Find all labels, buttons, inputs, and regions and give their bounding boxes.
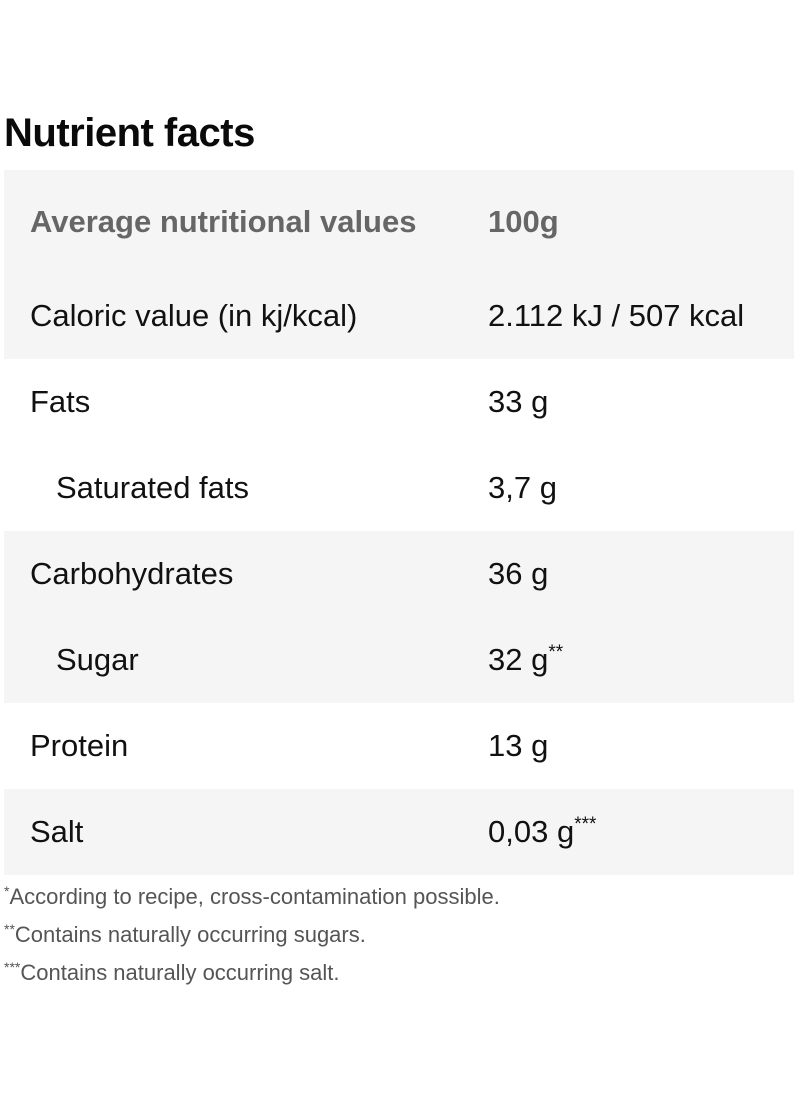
row-value: 13 g: [462, 728, 794, 764]
footnote-text: Contains naturally occurring salt.: [20, 960, 340, 985]
row-value: 33 g: [462, 384, 794, 420]
table-row-fats: Fats 33 g: [4, 359, 794, 445]
nutrition-table: Average nutritional values 100g Caloric …: [4, 170, 794, 875]
value-text: 33 g: [488, 384, 549, 419]
footnote-salt: ***Contains naturally occurring salt.: [4, 954, 794, 992]
table-row-saturated-fats: Saturated fats 3,7 g: [4, 445, 794, 531]
footnote-mark: **: [548, 642, 564, 663]
footnotes: *According to recipe, cross-contaminatio…: [4, 878, 794, 992]
table-row-carbohydrates: Carbohydrates 36 g: [4, 531, 794, 617]
value-text: 0,03 g: [488, 814, 575, 849]
row-value: 36 g: [462, 556, 794, 592]
footnote-mark: ***: [574, 814, 597, 835]
row-label: Saturated fats: [56, 470, 250, 505]
row-value: 0,03 g***: [462, 814, 794, 850]
row-value: 3,7 g: [462, 470, 794, 506]
table-row-caloric-value: Caloric value (in kj/kcal) 2.112 kJ / 50…: [4, 273, 794, 359]
footnote-mark: **: [4, 921, 15, 937]
footnote-text: According to recipe, cross-contamination…: [9, 884, 500, 909]
row-label: Protein: [30, 728, 129, 763]
header-value: 100g: [488, 203, 559, 239]
value-text: 36 g: [488, 556, 549, 591]
page-title: Nutrient facts: [4, 111, 255, 155]
table-row-sugar: Sugar 32 g**: [4, 617, 794, 703]
row-label: Sugar: [56, 642, 139, 677]
value-text: 13 g: [488, 728, 549, 763]
value-text: 3,7 g: [488, 470, 557, 505]
table-row-protein: Protein 13 g: [4, 703, 794, 789]
row-label: Carbohydrates: [30, 556, 234, 591]
footnote-mark: *: [4, 883, 10, 899]
row-value: 32 g**: [462, 642, 794, 678]
footnote-mark: ***: [4, 959, 21, 975]
footnote-text: Contains naturally occurring sugars.: [14, 922, 366, 947]
footnote-sugars: **Contains naturally occurring sugars.: [4, 916, 794, 954]
footnote-recipe: *According to recipe, cross-contaminatio…: [4, 878, 794, 916]
row-label: Salt: [30, 814, 84, 849]
table-row-salt: Salt 0,03 g***: [4, 789, 794, 875]
table-header-row: Average nutritional values 100g: [4, 170, 794, 273]
value-text: 2.112 kJ / 507 kcal: [488, 298, 745, 333]
header-label: Average nutritional values: [30, 203, 417, 239]
row-value: 2.112 kJ / 507 kcal: [462, 298, 794, 334]
value-text: 32 g: [488, 642, 549, 677]
row-label: Caloric value (in kj/kcal): [30, 298, 358, 333]
row-label: Fats: [30, 384, 91, 419]
